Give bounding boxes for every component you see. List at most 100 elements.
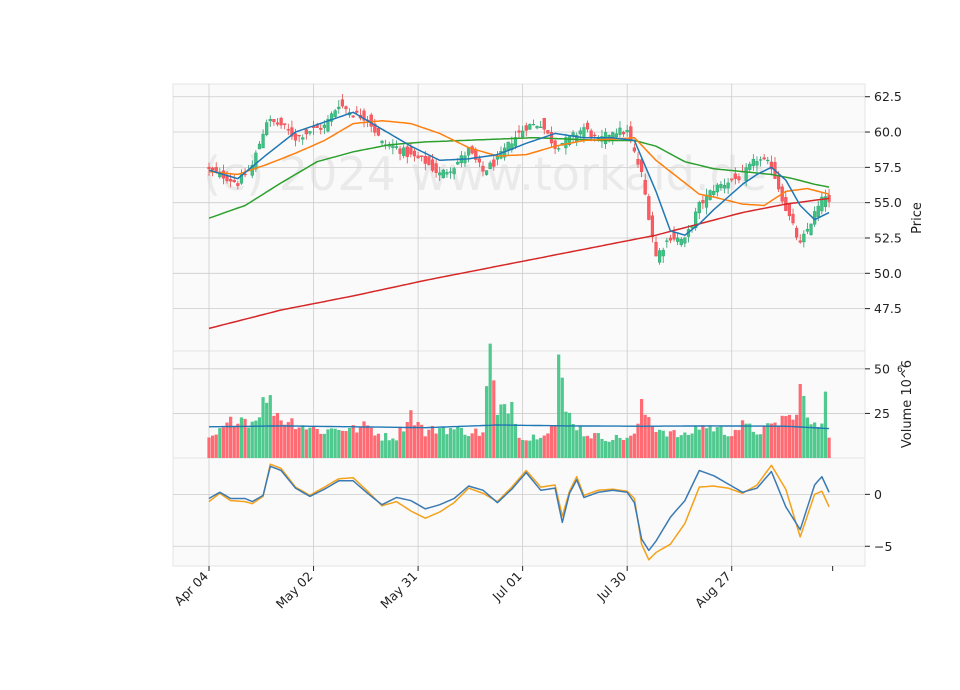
candle-body xyxy=(665,240,669,242)
candle-body xyxy=(441,169,445,179)
volume-bar xyxy=(744,423,748,458)
volume-bar xyxy=(632,433,636,458)
volume-bar xyxy=(347,427,352,458)
candle-body xyxy=(434,163,438,173)
candle-body xyxy=(762,157,766,160)
volume-bar xyxy=(549,425,554,458)
volume-bar xyxy=(809,424,813,458)
candle-body xyxy=(589,130,593,139)
candle-body xyxy=(618,127,622,135)
volume-bar xyxy=(596,433,600,458)
volume-bar xyxy=(326,429,330,458)
volume-bar xyxy=(405,421,409,458)
ma-fast-line xyxy=(208,111,830,236)
volume-bar xyxy=(488,343,492,458)
volume-bar xyxy=(618,437,622,458)
volume-average-line xyxy=(208,424,830,430)
volume-bar xyxy=(376,433,381,458)
volume-bar xyxy=(416,422,420,458)
volume-bar xyxy=(701,425,705,458)
x-tick-label: Apr 04 xyxy=(171,568,211,608)
volume-bar xyxy=(665,436,669,458)
volume-bar xyxy=(621,439,626,458)
candle-body xyxy=(405,146,409,157)
candle-body xyxy=(412,150,417,157)
ma-long-line xyxy=(208,197,830,330)
volume-bar xyxy=(740,420,745,458)
volume-bar xyxy=(340,430,344,458)
volume-bar xyxy=(384,433,388,458)
volume-bar xyxy=(787,414,792,458)
volume-bar xyxy=(322,433,326,458)
volume-bar xyxy=(304,429,308,458)
volume-bar xyxy=(391,438,395,458)
volume-bar xyxy=(643,414,647,458)
volume-bar xyxy=(279,420,283,458)
volume-bar xyxy=(474,428,478,458)
volume-bar xyxy=(452,429,456,458)
volume-bar xyxy=(225,422,229,458)
volume-bar xyxy=(470,433,474,458)
volume-bar xyxy=(560,377,564,458)
candle-body xyxy=(272,119,276,123)
volume-bar xyxy=(553,425,557,458)
volume-bar xyxy=(402,431,406,458)
volume-bar xyxy=(737,430,741,458)
candle-body xyxy=(805,228,810,232)
volume-bar xyxy=(380,440,384,458)
volume-bar xyxy=(492,380,496,458)
price-tick-label: 47.5 xyxy=(874,301,902,316)
candle-body xyxy=(557,148,561,150)
candle-body xyxy=(542,118,546,130)
candle-body xyxy=(265,122,269,136)
volume-bar xyxy=(311,426,316,458)
volume-bar xyxy=(697,429,701,458)
price-tick-label: 62.5 xyxy=(874,89,902,104)
candle-body xyxy=(376,128,381,136)
volume-bar xyxy=(827,437,831,458)
candle-body xyxy=(322,124,326,128)
volume-bar xyxy=(394,440,399,458)
candle-body xyxy=(751,158,755,166)
volume-bar xyxy=(816,427,820,458)
candle-body xyxy=(823,196,828,208)
candle-body xyxy=(654,241,658,257)
candle-body xyxy=(643,180,647,195)
volume-bar xyxy=(333,428,337,458)
candle-body xyxy=(517,130,521,133)
volume-bar xyxy=(795,414,799,458)
volume-bar xyxy=(250,421,254,458)
candle-body xyxy=(380,140,384,144)
volume-bar xyxy=(456,426,460,458)
x-tick-label: Aug 27 xyxy=(692,569,734,611)
volume-bar xyxy=(297,427,301,458)
candle-body xyxy=(614,133,618,138)
candle-body xyxy=(712,190,716,195)
candle-body xyxy=(470,146,474,154)
candle-body xyxy=(809,223,813,235)
candle-body xyxy=(650,215,655,238)
volume-bar xyxy=(373,435,377,458)
candle-body xyxy=(748,163,752,170)
volume-bar xyxy=(265,402,269,458)
candle-body xyxy=(438,172,442,176)
volume-bar xyxy=(813,422,817,458)
candle-body xyxy=(546,130,550,134)
candle-body xyxy=(452,168,456,175)
candle-body xyxy=(553,140,557,149)
candle-body xyxy=(207,166,211,170)
candle-body xyxy=(636,158,640,165)
volume-bar xyxy=(528,440,532,458)
candle-body xyxy=(776,175,781,190)
volume-bar xyxy=(466,436,471,458)
volume-bar xyxy=(351,425,355,458)
candle-body xyxy=(820,196,824,212)
volume-bar xyxy=(758,434,763,458)
candle-body xyxy=(769,161,773,170)
volume-bar xyxy=(420,424,424,458)
candle-body xyxy=(524,125,528,131)
volume-bar xyxy=(820,423,824,458)
volume-bar xyxy=(290,418,294,458)
candle-body xyxy=(254,152,258,170)
volume-bar xyxy=(459,427,463,458)
